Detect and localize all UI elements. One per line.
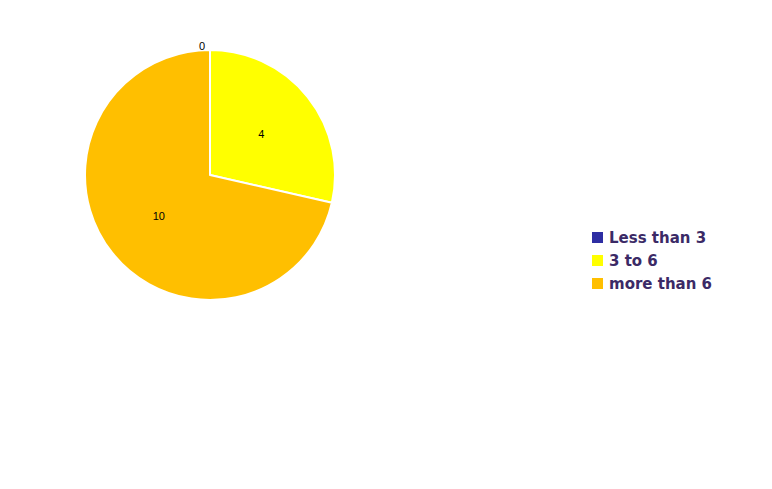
svg-text:3 to 6: 3 to 6 <box>609 252 658 270</box>
svg-text:4: 4 <box>258 128 264 140</box>
svg-text:more than 6: more than 6 <box>609 275 712 293</box>
svg-text:Less than 3: Less than 3 <box>609 229 706 247</box>
svg-text:0: 0 <box>199 40 205 52</box>
svg-text:10: 10 <box>153 210 165 222</box>
